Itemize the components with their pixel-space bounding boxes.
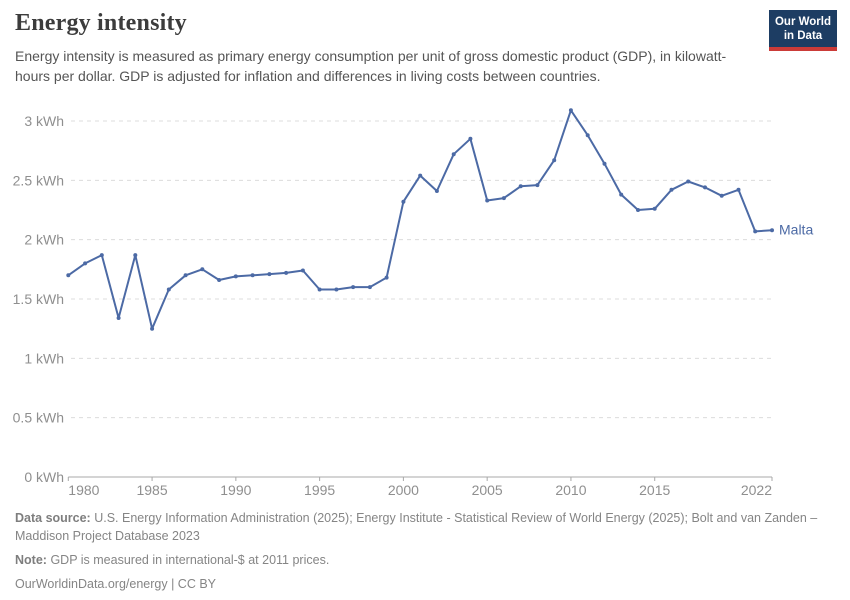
series-point [434, 189, 439, 193]
series-point [150, 326, 155, 331]
note-label: Note: [15, 552, 47, 567]
y-axis-label: 0 kWh [24, 469, 64, 485]
series-point [133, 253, 138, 258]
series-point [384, 275, 389, 280]
note-text: GDP is measured in international-$ at 20… [50, 552, 330, 567]
series-point [217, 278, 222, 282]
series-point [636, 208, 640, 212]
x-axis-label: 1980 [68, 482, 99, 498]
series-point [351, 285, 356, 290]
x-axis-label: 1995 [304, 482, 335, 498]
y-axis-label: 1.5 kWh [13, 291, 64, 307]
series-point [451, 152, 456, 157]
series-point [401, 199, 406, 204]
series-point [736, 187, 741, 192]
series-point [116, 316, 121, 320]
header: Energy intensity Energy intensity is mea… [15, 10, 837, 87]
y-axis-label: 0.5 kWh [13, 410, 64, 426]
series-point [284, 270, 289, 275]
series-point [300, 268, 305, 273]
x-axis-label: 2000 [388, 482, 419, 498]
chart-subtitle: Energy intensity is measured as primary … [15, 48, 727, 85]
note-line: Note: GDP is measured in international-$… [15, 552, 833, 570]
series-point [501, 196, 506, 201]
series-point [568, 108, 573, 113]
series-point [267, 272, 272, 277]
x-axis-label: 2022 [741, 482, 772, 498]
logo-text-line2: in Data [783, 30, 823, 43]
series-point [602, 161, 607, 166]
series-point [652, 206, 657, 211]
series-point [686, 179, 691, 184]
series-point [334, 287, 339, 292]
series-point [468, 136, 473, 141]
footer: Data source: U.S. Energy Information Adm… [15, 510, 833, 600]
data-source-text: U.S. Energy Information Administration (… [15, 511, 818, 543]
series-point [183, 273, 188, 278]
series-point [753, 229, 758, 234]
series-point [552, 158, 557, 163]
data-source-label: Data source: [15, 511, 91, 525]
series-point [485, 198, 490, 203]
series-label-malta: Malta [779, 222, 813, 238]
x-axis-label: 1985 [136, 482, 167, 498]
series-point [418, 173, 423, 178]
series-point [585, 133, 590, 138]
license-link[interactable]: OurWorldinData.org/energy | CC BY [15, 577, 217, 592]
owid-logo[interactable]: Our World in Data [769, 10, 837, 52]
series-point [200, 267, 205, 272]
series-point [317, 287, 322, 292]
y-axis-label: 2.5 kWh [13, 172, 64, 188]
series-point [233, 274, 238, 279]
data-source-line: Data source: U.S. Energy Information Adm… [15, 510, 833, 546]
series-point [619, 192, 624, 197]
x-axis-label: 1990 [220, 482, 251, 498]
y-axis-label: 1 kWh [24, 350, 64, 366]
series-point [367, 285, 372, 290]
y-axis-label: 2 kWh [24, 232, 64, 248]
series-line-malta [67, 109, 773, 330]
chart-svg: 0 kWh 0.5 kWh 1 kWh 1.5 kWh 2 kWh 2.5 kWh 3 kW… [13, 108, 813, 498]
series-point [535, 183, 540, 188]
y-axis-label: 3 kWh [24, 113, 64, 129]
series-point [250, 273, 255, 278]
series-point [99, 253, 104, 258]
series-point [83, 261, 88, 266]
series-point [66, 273, 71, 278]
series-point [669, 187, 674, 192]
logo-text-line1: Our World [774, 16, 831, 28]
x-axis-label: 2015 [639, 482, 670, 498]
series-point [518, 184, 523, 189]
series-point [719, 193, 724, 198]
x-axis-label: 2010 [555, 482, 586, 498]
series-point [703, 185, 707, 190]
series-point [770, 228, 774, 233]
page-title: Energy intensity [15, 10, 187, 36]
chart-area: 0 kWh 0.5 kWh 1 kWh 1.5 kWh 2 kWh 2.5 kWh 3 kW… [0, 100, 850, 500]
x-axis-label: 2005 [472, 482, 503, 498]
series-point [166, 287, 171, 292]
header-text: Energy intensity Energy intensity is mea… [15, 10, 727, 87]
